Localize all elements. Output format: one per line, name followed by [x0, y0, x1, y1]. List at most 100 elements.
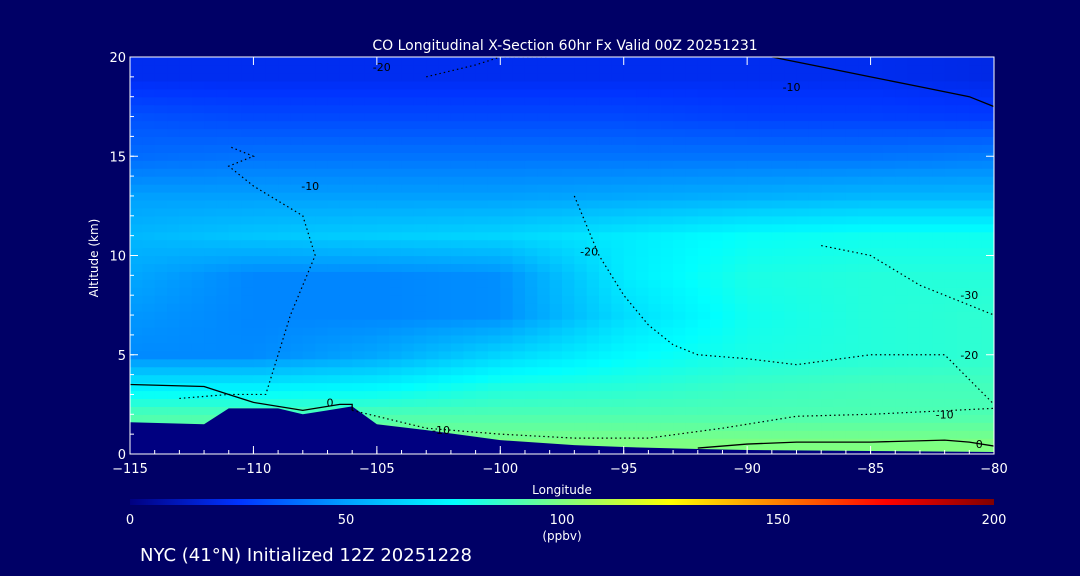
co-cell — [747, 430, 761, 439]
co-cell — [895, 231, 909, 241]
co-cell — [586, 406, 600, 415]
co-cell — [882, 319, 896, 328]
co-cell — [981, 374, 994, 384]
co-cell — [845, 199, 859, 209]
co-cell — [315, 326, 329, 336]
co-cell — [364, 358, 378, 368]
co-cell — [327, 342, 341, 352]
co-cell — [401, 199, 415, 209]
co-cell — [673, 358, 687, 368]
co-cell — [895, 80, 909, 90]
co-cell — [438, 104, 452, 114]
co-cell — [932, 342, 946, 352]
co-cell — [204, 120, 217, 130]
co-cell — [463, 311, 477, 320]
co-cell — [364, 207, 378, 217]
co-cell — [697, 406, 711, 415]
co-cell — [759, 334, 773, 344]
co-cell — [944, 287, 958, 296]
co-cell — [364, 88, 378, 98]
y-tick-label: 15 — [109, 150, 126, 165]
co-cell — [475, 326, 489, 336]
co-cell — [969, 366, 983, 376]
co-cell — [500, 279, 514, 288]
co-cell — [438, 57, 452, 66]
co-cell — [907, 120, 921, 130]
co-cell — [278, 120, 292, 130]
co-cell — [673, 176, 687, 185]
co-cell — [771, 152, 785, 161]
co-cell — [376, 88, 390, 98]
colorbar-tick-label: 100 — [550, 513, 575, 528]
co-cell — [278, 104, 292, 114]
co-cell — [537, 303, 551, 312]
co-cell — [130, 96, 143, 106]
co-cell — [623, 239, 637, 249]
co-cell — [512, 191, 526, 201]
co-cell — [228, 207, 242, 217]
co-cell — [475, 199, 489, 209]
co-cell — [179, 398, 193, 407]
co-cell — [352, 223, 366, 233]
co-cell — [660, 398, 674, 407]
co-cell — [389, 271, 403, 280]
co-cell — [882, 57, 896, 66]
co-cell — [932, 319, 946, 328]
co-cell — [179, 319, 193, 328]
co-cell — [265, 207, 279, 217]
co-cell — [500, 184, 514, 193]
co-cell — [981, 279, 994, 288]
co-cell — [487, 422, 501, 431]
co-cell — [586, 80, 600, 90]
co-cell — [339, 342, 353, 352]
co-cell — [845, 184, 859, 193]
co-cell — [401, 287, 415, 296]
co-cell — [438, 231, 452, 241]
co-cell — [981, 231, 994, 241]
co-cell — [981, 88, 994, 98]
colorbar-tick-label: 150 — [766, 513, 791, 528]
co-cell — [895, 446, 909, 454]
co-cell — [204, 319, 217, 328]
co-cell — [956, 168, 970, 177]
co-cell — [537, 215, 551, 225]
co-cell — [352, 215, 366, 225]
co-cell — [154, 80, 168, 90]
co-cell — [364, 239, 378, 249]
co-cell — [352, 326, 366, 336]
co-cell — [796, 279, 810, 288]
co-cell — [907, 279, 921, 288]
co-cell — [327, 319, 341, 328]
co-cell — [685, 128, 699, 137]
co-cell — [685, 326, 699, 336]
co-cell — [438, 334, 452, 344]
co-cell — [673, 72, 687, 82]
co-cell — [623, 326, 637, 336]
co-cell — [450, 334, 464, 344]
co-cell — [882, 64, 896, 74]
co-cell — [956, 255, 970, 265]
co-cell — [636, 438, 649, 447]
co-cell — [241, 295, 255, 304]
co-cell — [364, 374, 378, 384]
co-cell — [944, 184, 958, 193]
co-cell — [932, 271, 946, 280]
co-cell — [191, 96, 205, 106]
co-cell — [611, 144, 625, 153]
co-cell — [784, 422, 798, 431]
colorbar-tick-label: 50 — [338, 513, 355, 528]
co-cell — [549, 295, 563, 304]
co-cell — [808, 366, 822, 376]
co-cell — [858, 390, 872, 400]
co-cell — [771, 374, 785, 384]
co-cell — [376, 104, 390, 114]
co-cell — [549, 358, 563, 368]
co-cell — [500, 80, 514, 90]
co-cell — [265, 350, 279, 360]
co-cell — [697, 414, 711, 423]
co-cell — [944, 382, 958, 392]
co-cell — [759, 231, 773, 241]
co-cell — [537, 374, 551, 384]
co-cell — [376, 207, 390, 217]
co-cell — [907, 239, 921, 249]
